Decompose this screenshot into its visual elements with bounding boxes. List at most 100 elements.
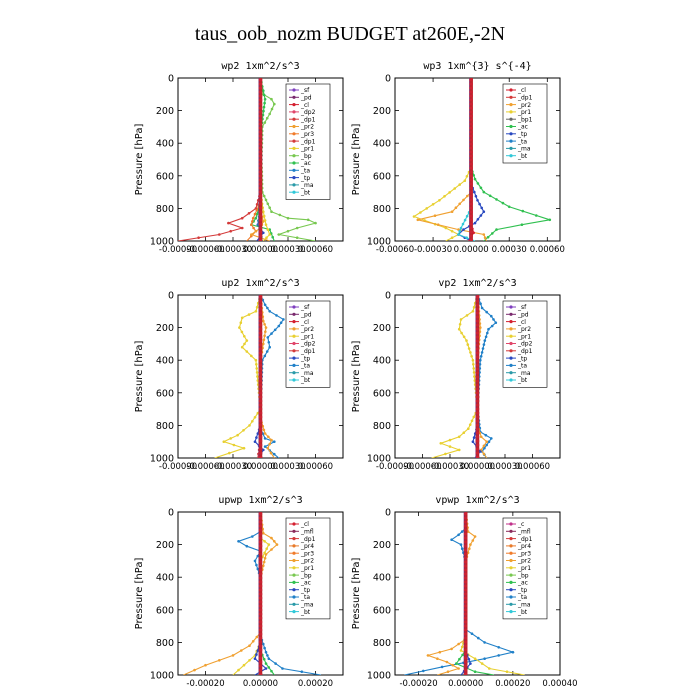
x-tick-label: 0.00060 — [298, 245, 333, 255]
zero-profile-point — [258, 395, 263, 399]
series-line_pr1 — [412, 78, 472, 241]
series-point_bt — [465, 236, 469, 239]
series-point_bp — [270, 107, 274, 111]
zero-profile-point — [475, 439, 480, 443]
zero-profile-point — [463, 580, 468, 584]
zero-profile-point — [258, 524, 263, 528]
series-point_cl — [472, 231, 476, 235]
zero-profile-point — [258, 327, 263, 331]
series-point_pr1 — [229, 437, 232, 440]
series-point_ta — [497, 654, 501, 657]
x-tick-label: 0.00060 — [515, 462, 550, 472]
legend-label: _cl — [517, 87, 526, 94]
panel-title: upwp 1xm^2/s^3 — [218, 495, 302, 506]
zero-profile-point — [475, 375, 480, 379]
zero-profile-point — [469, 166, 473, 170]
zero-profile-point — [258, 672, 263, 675]
series-point_pr1 — [439, 442, 443, 445]
series-point_bp — [263, 121, 267, 124]
legend-label: _bt — [517, 153, 528, 160]
y-tick-label: 200 — [156, 540, 174, 551]
legend: _sf_pd_cl_pr2_pr1_dp2_dp1_tp_ta_ma_bt — [285, 300, 331, 388]
zero-profile-point — [258, 447, 263, 451]
series-point_ta — [268, 345, 272, 349]
zero-profile-point — [258, 427, 263, 431]
series-point_pr1 — [438, 199, 441, 202]
legend-marker — [292, 124, 296, 129]
legend-label: _pr4 — [517, 543, 531, 550]
zero-profile-point — [258, 403, 263, 407]
series-point_pr1 — [457, 448, 461, 452]
zero-profile-point — [469, 134, 473, 138]
zero-profile-point — [469, 214, 473, 218]
legend-marker — [292, 146, 296, 150]
series-point_ta — [279, 321, 283, 325]
legend-label: _cl — [300, 521, 309, 528]
zero-profile-point — [258, 536, 263, 540]
series-point_ta — [273, 440, 276, 444]
zero-profile-point — [258, 363, 263, 367]
zero-profile-point — [258, 190, 263, 194]
legend-marker — [509, 103, 513, 107]
series-point_bt — [461, 222, 465, 226]
zero-profile-point — [475, 307, 480, 311]
x-tick-label: 0.00030 — [270, 462, 305, 472]
panel-title: wp2 1xm^2/s^3 — [221, 61, 299, 72]
y-axis-label: Pressure [hPa] — [134, 558, 145, 630]
series-point_ac — [458, 657, 461, 661]
y-tick-label: 0 — [385, 74, 391, 85]
series-point_tp — [462, 228, 465, 231]
series-point_ta — [255, 563, 258, 567]
zero-profile-point — [463, 636, 468, 640]
series-point_pr2 — [462, 198, 465, 202]
series-point_pr1 — [467, 347, 471, 350]
zero-profile-point — [258, 154, 263, 158]
zero-profile-point — [258, 656, 263, 660]
zero-profile-point — [258, 616, 263, 620]
panels: wp2 1xm^2/s^3 Pressure [hPa] 0 200 400 600 800… — [134, 61, 578, 689]
zero-profile-point — [469, 210, 473, 214]
zero-profile-point — [258, 295, 263, 299]
series-point_pr2 — [416, 218, 420, 222]
legend-marker — [509, 305, 513, 309]
zero-profile-point — [463, 564, 468, 568]
zero-profile-point — [258, 660, 263, 664]
series-point_pr2 — [262, 560, 266, 564]
series-point_bp — [270, 210, 273, 213]
series-point_pr1 — [450, 229, 454, 233]
zero-profile-point — [463, 600, 468, 604]
zero-profile-point — [258, 652, 263, 656]
series-point_ac — [455, 662, 458, 665]
legend-marker — [292, 558, 296, 563]
series-point_ta — [265, 350, 269, 353]
zero-profile-point — [475, 339, 480, 343]
zero-profile-point — [469, 130, 473, 134]
series-point_dp1 — [227, 221, 230, 225]
series-point_bp — [314, 221, 317, 225]
zero-profile-point — [463, 520, 468, 524]
series-point_tp — [474, 194, 478, 198]
zero-profile-point — [258, 226, 263, 230]
series-point_ta — [487, 327, 490, 331]
legend-marker — [292, 168, 296, 172]
series-point_ac — [473, 670, 477, 673]
zero-profile-point — [258, 202, 263, 206]
series-point_pr3 — [250, 223, 253, 226]
series-point_ta — [490, 324, 494, 328]
legend-marker — [509, 522, 513, 526]
series-point_bp — [277, 233, 281, 236]
series-point_ta — [483, 446, 486, 450]
y-tick-label: 1000 — [367, 237, 391, 248]
zero-profile-point — [258, 592, 263, 596]
zero-profile-point — [475, 335, 480, 339]
zero-profile-point — [469, 230, 473, 234]
series-point_bt — [458, 229, 462, 233]
series-point_pr1 — [470, 355, 473, 358]
zero-profile-point — [258, 552, 263, 556]
zero-profile-point — [258, 230, 263, 234]
zero-profile-point — [475, 455, 480, 458]
legend-label: _tp — [300, 355, 310, 362]
series-point_pr1 — [239, 321, 243, 325]
x-tick-label: -0.00020 — [186, 679, 224, 689]
series-point_ta — [479, 302, 482, 306]
